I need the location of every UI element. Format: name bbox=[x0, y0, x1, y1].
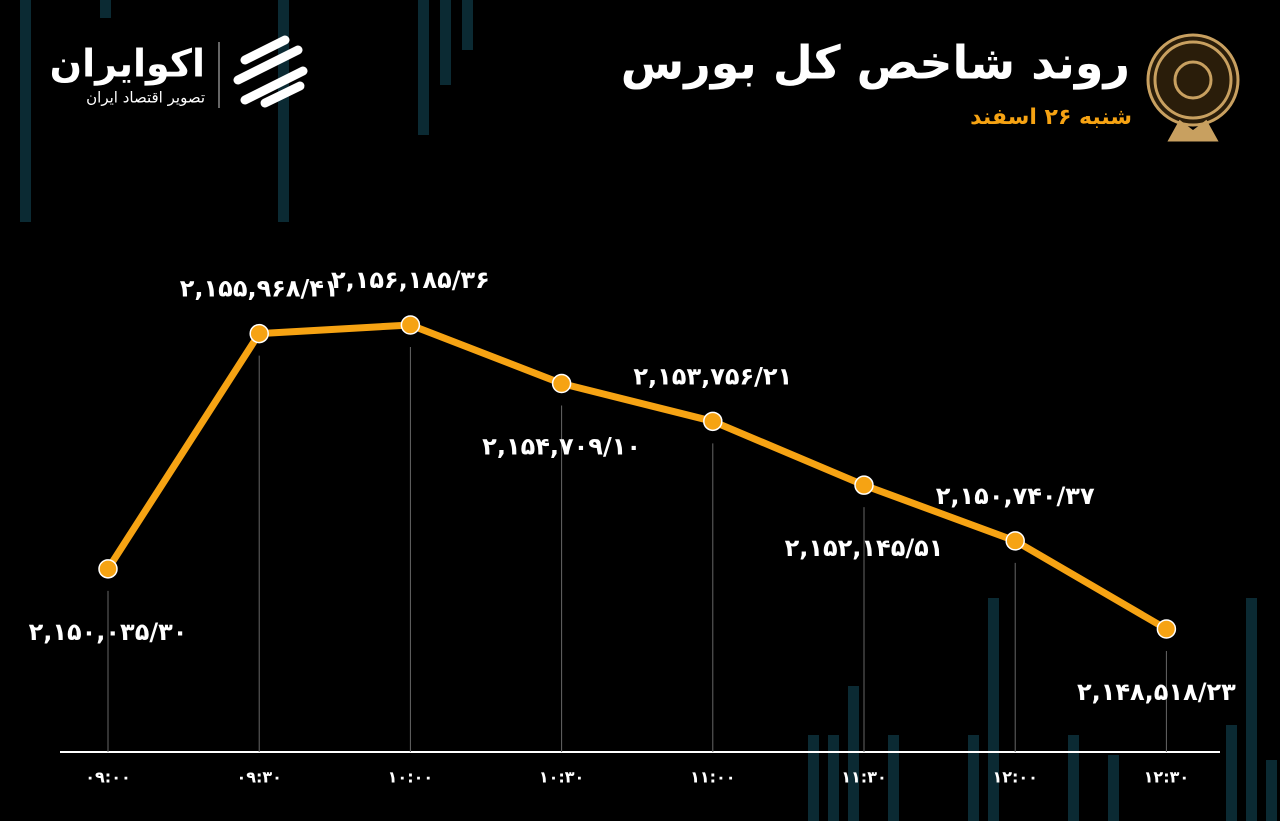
data-label: ۲,۱۵۰,۰۳۵/۳۰ bbox=[29, 618, 188, 646]
x-tick-label: ۱۲:۰۰ bbox=[992, 768, 1037, 787]
x-tick-label: ۱۰:۳۰ bbox=[539, 768, 584, 787]
decor-candles bbox=[20, 0, 1277, 821]
x-tick-label: ۱۲:۳۰ bbox=[1144, 768, 1189, 787]
x-tick-label: ۱۱:۰۰ bbox=[690, 768, 735, 787]
point bbox=[1156, 619, 1177, 639]
chart-subtitle: شنبه ۲۶ اسفند bbox=[970, 105, 1132, 130]
x-tick-label: ۱۰:۰۰ bbox=[388, 768, 433, 787]
point bbox=[551, 373, 572, 394]
point bbox=[98, 559, 118, 579]
data-label: ۲,۱۵۲,۱۴۵/۵۱ bbox=[785, 534, 944, 562]
point bbox=[249, 323, 269, 344]
data-label: ۲,۱۴۸,۵۱۸/۲۳ bbox=[1077, 678, 1236, 706]
data-label: ۲,۱۵۴,۷۰۹/۱۰ bbox=[482, 433, 641, 461]
line bbox=[105, 321, 1169, 633]
x-tick-label: ۱۱:۳۰ bbox=[841, 768, 886, 787]
brand-tagline: تصویر اقتصاد ایران bbox=[86, 89, 205, 107]
data-label: ۲,۱۵۶,۱۸۵/۳۶ bbox=[331, 266, 490, 294]
x-tick-label: ۰۹:۳۰ bbox=[236, 768, 281, 787]
point bbox=[703, 411, 723, 432]
x-tick-label: ۰۹:۰۰ bbox=[85, 768, 130, 787]
point bbox=[1005, 531, 1025, 551]
data-label: ۲,۱۵۵,۹۶۸/۴۱ bbox=[180, 275, 339, 303]
emblem bbox=[1146, 33, 1240, 142]
data-label: ۲,۱۵۰,۷۴۰/۳۷ bbox=[936, 482, 1095, 510]
chart-title: روند شاخص کل بورس bbox=[621, 36, 1130, 90]
point bbox=[400, 315, 421, 335]
data-label: ۲,۱۵۳,۷۵۶/۲۱ bbox=[633, 362, 792, 390]
point bbox=[854, 475, 874, 495]
brand-name: اکوایران bbox=[50, 42, 205, 86]
brand-logo bbox=[218, 35, 308, 108]
